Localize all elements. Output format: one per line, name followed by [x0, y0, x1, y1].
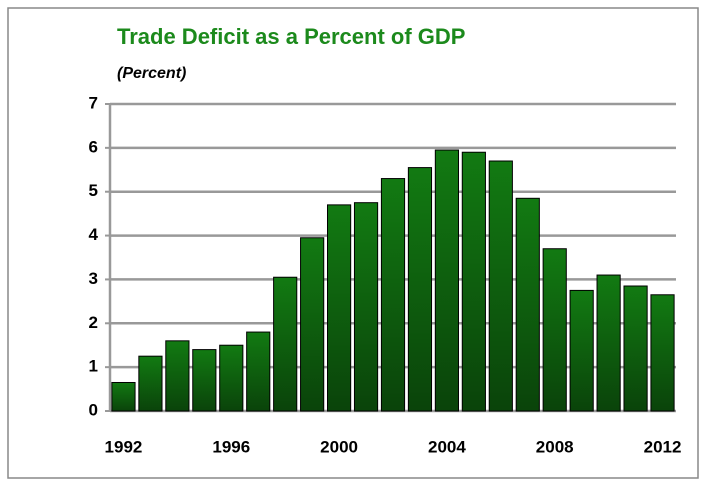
bar-shade	[570, 290, 594, 411]
y-tick-label: 5	[89, 181, 98, 200]
bar-shade	[165, 340, 189, 411]
y-tick-label: 0	[89, 400, 98, 419]
x-tick-label: 2012	[644, 437, 682, 456]
bar-shade	[408, 167, 432, 411]
x-tick-label: 2008	[536, 437, 574, 456]
bar-shade	[246, 332, 270, 411]
y-tick-label: 3	[89, 269, 98, 288]
bar-shade	[543, 248, 567, 411]
bar-shade	[300, 237, 324, 411]
chart-subtitle: (Percent)	[117, 65, 186, 82]
bar-shade	[138, 356, 163, 411]
bar-shade	[435, 150, 459, 412]
bar-shade	[219, 345, 243, 411]
bar-shade	[650, 294, 675, 411]
x-tick-label: 1992	[105, 437, 143, 456]
chart-title: Trade Deficit as a Percent of GDP	[117, 24, 465, 49]
y-tick-label: 1	[89, 357, 98, 376]
bar-shade	[381, 178, 405, 411]
x-tick-label: 2000	[320, 437, 358, 456]
x-tick-label: 1996	[212, 437, 250, 456]
y-tick-label: 2	[89, 313, 98, 332]
y-tick-label: 4	[89, 225, 99, 244]
bar-shade	[489, 161, 513, 411]
y-tick-label: 7	[89, 93, 98, 112]
bar-shade	[623, 286, 648, 411]
y-tick-label: 6	[89, 137, 98, 156]
bar-shade	[354, 202, 378, 411]
x-tick-label: 2004	[428, 437, 466, 456]
bar-shade	[273, 277, 297, 411]
bar-shade	[192, 349, 216, 411]
bar-shade	[597, 275, 621, 411]
bar-shade	[516, 198, 540, 411]
bar-shade	[462, 152, 486, 411]
bar-shade	[327, 204, 351, 411]
bar-shade	[111, 382, 136, 411]
